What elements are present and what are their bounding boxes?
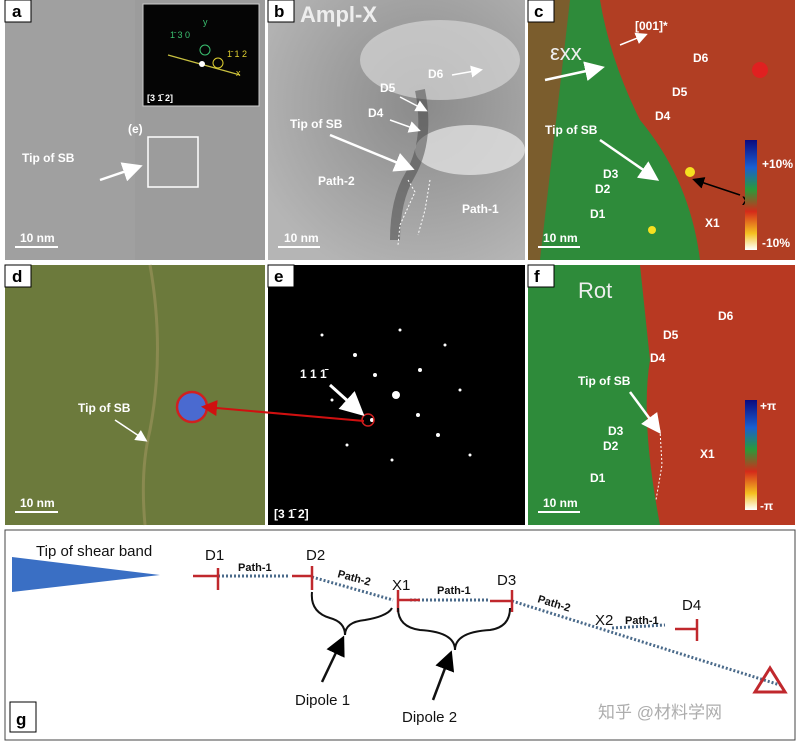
tip-label: Tip of shear band: [36, 543, 152, 560]
annotation: D4: [368, 106, 384, 120]
annotation: D6: [428, 67, 444, 81]
panel-label: f: [534, 267, 540, 286]
annotation: Tip of SB: [290, 117, 343, 131]
inset-label: 1̄ 3 0: [170, 30, 190, 40]
scale-label: 10 nm: [284, 231, 319, 245]
arrow: [451, 65, 483, 78]
panel-title: Rot: [578, 278, 612, 303]
annotation: D2: [595, 182, 611, 196]
annotation: X1: [700, 447, 715, 461]
annotation: Path-1: [462, 202, 499, 216]
annotation: D6: [693, 51, 709, 65]
node-label: X2: [595, 612, 613, 629]
panel-label: c: [534, 2, 543, 21]
node-label: D4: [682, 597, 701, 614]
arrow: [399, 96, 428, 112]
path-label: Path-1: [238, 562, 272, 574]
tip-label: Tip of SB: [22, 151, 75, 165]
link-arrow: [201, 400, 365, 422]
node-label: D1: [205, 547, 224, 564]
annotation: D5: [672, 85, 688, 99]
direction-label: [001]*: [635, 19, 668, 33]
annotation: Path-2: [318, 174, 355, 188]
annotation: D3: [603, 167, 619, 181]
box-label: (e): [128, 122, 143, 136]
path-label: Path-1: [437, 585, 471, 597]
tip-label: Tip of SB: [78, 401, 131, 415]
inset-label: x: [236, 68, 241, 78]
panel-f: f Rot D6 D5 D4 Tip of SB D3 D2 D1 X1 +π …: [527, 264, 795, 525]
inset-label: 1̄ 1 2: [227, 49, 247, 59]
colorbar-min: -π: [760, 499, 773, 513]
annotation: X1: [705, 216, 720, 230]
annotation: D4: [650, 351, 666, 365]
dislocation-symbols: [193, 566, 699, 641]
panel-label: b: [274, 2, 284, 21]
node-label: D2: [306, 547, 325, 564]
panel-e: e 1 1 1̄ [3 1̄ 2]: [201, 264, 525, 525]
node-label: X1: [392, 577, 410, 594]
colorbar: [745, 140, 757, 250]
colorbar: [745, 400, 757, 510]
colorbar-min: -10%: [762, 236, 790, 250]
inset-label: y: [203, 17, 208, 27]
annotation: D4: [655, 109, 671, 123]
fft-inset: 1̄ 3 0 y 1̄ 1 2 x [3 1̄ 2]: [142, 3, 260, 107]
scale-label: 10 nm: [20, 231, 55, 245]
zone-axis: [3 1̄ 2]: [274, 507, 309, 521]
panel-d: d Tip of SB 10 nm: [4, 264, 265, 526]
panel-title: εxx: [550, 40, 582, 65]
colorbar-max: +10%: [762, 157, 793, 171]
panel-title: Ampl-X: [300, 2, 377, 27]
brace: [397, 607, 511, 651]
brace: [310, 591, 393, 636]
spot-label: 1 1 1̄: [300, 367, 329, 381]
annotation: D3: [608, 424, 624, 438]
dipole-label: Dipole 2: [402, 709, 457, 726]
annotation: D1: [590, 207, 606, 221]
annotation: Tip of SB: [578, 374, 631, 388]
diffraction-spots: [320, 328, 472, 462]
annotation: D5: [380, 81, 396, 95]
panel-g-schematic: Tip of shear band D1 D2 X1 D3 X2 D4 Path…: [4, 529, 796, 741]
arrow: [99, 162, 143, 182]
annotation: Tip of SB: [545, 123, 598, 137]
panel-b: b Ampl-X D6 D5 D4 Tip of SB Path-2 Path-…: [267, 0, 525, 260]
panel-label: d: [12, 267, 22, 286]
annotation: D1: [590, 471, 606, 485]
panel-c: c εxx [001]* D6 D5 D4 Tip of SB D3 D2 D1…: [527, 0, 795, 260]
shear-band-wedge: [12, 557, 160, 592]
panel-label: a: [12, 2, 22, 21]
panel-label: e: [274, 267, 283, 286]
node-label: D3: [497, 572, 516, 589]
watermark: 知乎 @材料学网: [598, 703, 722, 722]
triangle-marker: [752, 665, 788, 694]
arrow: [544, 61, 605, 82]
scale-label: 10 nm: [543, 231, 578, 245]
panel-label: g: [16, 710, 26, 729]
panel-a: a 1̄ 3 0 y 1̄ 1 2 x [3 1̄ 2] (e) Tip of …: [4, 0, 265, 260]
inset-label: [3 1̄ 2]: [147, 93, 173, 103]
region-box: [147, 136, 199, 188]
glide-paths: [218, 574, 781, 687]
annotation: D6: [718, 309, 734, 323]
dipole-label: Dipole 1: [295, 692, 350, 709]
scale-label: 10 nm: [20, 496, 55, 510]
scale-label: 10 nm: [543, 496, 578, 510]
path-label: Path-1: [625, 615, 659, 627]
arrow: [329, 133, 415, 172]
annotation: D2: [603, 439, 619, 453]
arrow: [389, 119, 421, 133]
colorbar-max: +π: [760, 399, 776, 413]
spot-marker: [175, 390, 209, 424]
annotation: D5: [663, 328, 679, 342]
